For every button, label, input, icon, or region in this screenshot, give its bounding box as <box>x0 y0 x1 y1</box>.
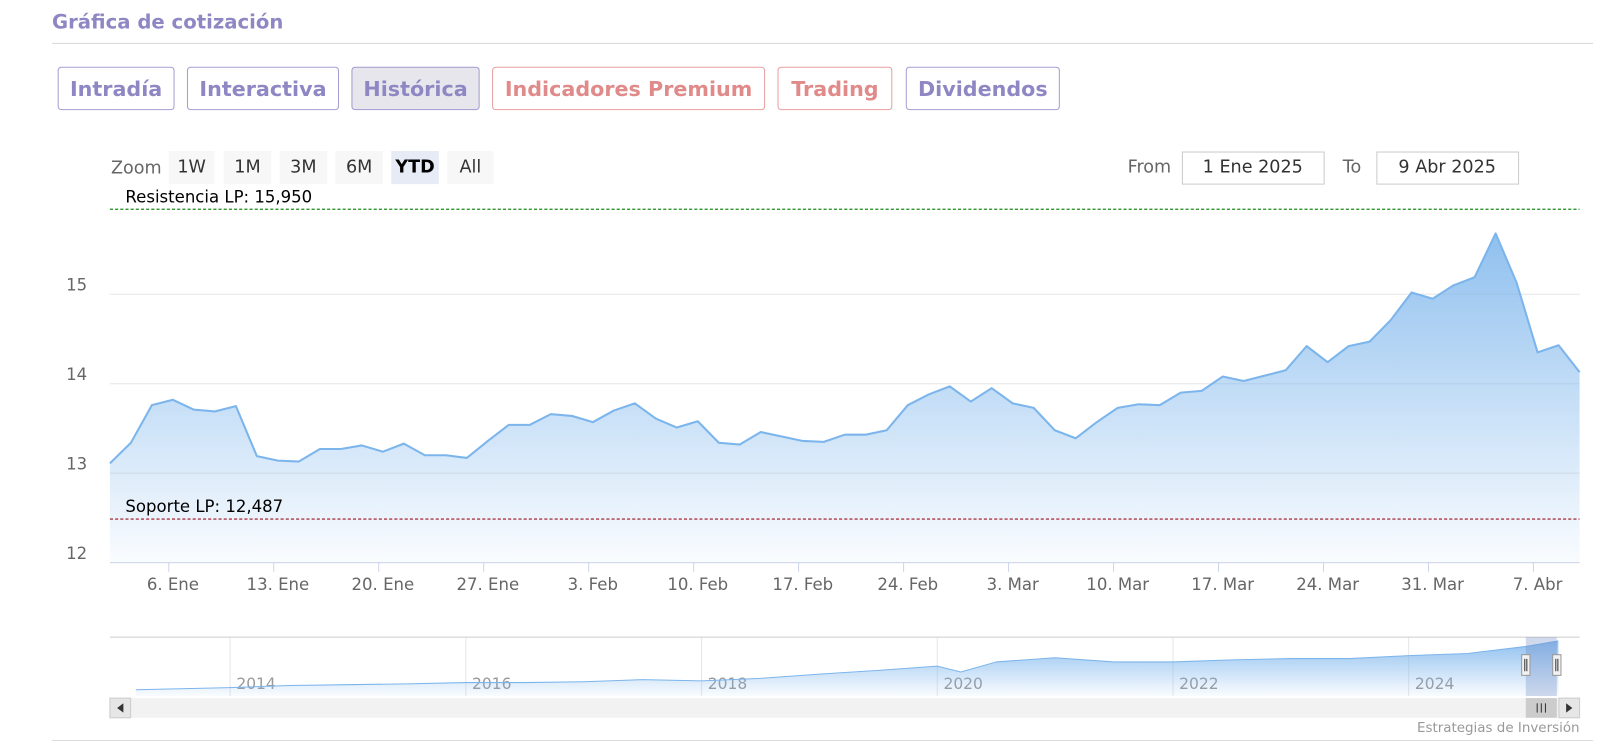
x-tick-label: 24. Mar <box>1296 575 1359 594</box>
zoom-button-label[interactable]: 3M <box>290 158 316 178</box>
tab[interactable] <box>905 66 1060 111</box>
scrollbar-arrow <box>1566 703 1573 713</box>
zoom-button[interactable] <box>223 151 272 185</box>
x-tick-label: 31. Mar <box>1401 575 1464 594</box>
zoom-button[interactable] <box>447 151 494 185</box>
from-input[interactable] <box>1181 151 1325 185</box>
x-tick-label: 20. Ene <box>352 575 415 594</box>
tab-label[interactable]: Interactiva <box>199 77 326 101</box>
tab-label[interactable]: Trading <box>791 77 878 101</box>
x-tick-label: 3. Mar <box>987 575 1039 594</box>
y-tick-label: 15 <box>66 275 87 294</box>
tab[interactable] <box>492 66 766 111</box>
area <box>135 640 1559 697</box>
credit: Estrategias de Inversión <box>1417 720 1580 736</box>
y-tick-label: 13 <box>66 454 87 473</box>
from-value[interactable]: 1 Ene 2025 <box>1203 158 1303 178</box>
from-label: From <box>1128 158 1172 178</box>
to-value[interactable]: 9 Abr 2025 <box>1398 158 1496 178</box>
plot-line-label: Soporte LP: 12,487 <box>125 497 283 516</box>
tab[interactable] <box>57 66 175 111</box>
zoom-button[interactable] <box>279 151 328 185</box>
line <box>135 640 1559 691</box>
x-tick-label: 17. Mar <box>1191 575 1254 594</box>
navigator-mask[interactable] <box>1525 637 1557 697</box>
x-tick-label: 7. Abr <box>1513 575 1563 594</box>
tab-label[interactable]: Indicadores Premium <box>505 77 752 101</box>
tab-label[interactable]: Histórica <box>363 77 467 101</box>
tab[interactable] <box>186 66 340 111</box>
x-tick-label: 3. Feb <box>568 575 618 594</box>
y-tick-label: 14 <box>66 365 87 384</box>
x-tick-label: 27. Ene <box>457 575 520 594</box>
tab[interactable] <box>351 66 480 111</box>
scrollbar-arrow <box>117 703 124 713</box>
to-input[interactable] <box>1376 151 1520 185</box>
line <box>109 232 1581 465</box>
zoom-button-label[interactable]: All <box>459 158 481 178</box>
to-label: To <box>1342 158 1362 178</box>
x-tick-label: 10. Mar <box>1086 575 1149 594</box>
navigator-handle[interactable] <box>1552 654 1562 676</box>
x-tick-label: 13. Ene <box>247 575 310 594</box>
tab[interactable] <box>777 66 893 111</box>
section-title: Gráfica de cotización <box>52 10 283 33</box>
x-tick-label: 17. Feb <box>772 575 833 594</box>
plot-line-label: Resistencia LP: 15,950 <box>125 187 312 206</box>
zoom-button-label[interactable]: YTD <box>394 158 434 178</box>
tab-label[interactable]: Dividendos <box>918 77 1048 101</box>
zoom-button-label[interactable]: 6M <box>346 158 372 178</box>
zoom-label: Zoom <box>111 159 162 179</box>
zoom-button-label[interactable]: 1W <box>177 158 206 178</box>
area <box>109 233 1580 563</box>
y-tick-label: 12 <box>66 544 87 563</box>
scrollbar-track <box>109 698 1580 718</box>
zoom-button[interactable] <box>168 151 215 185</box>
x-tick-label: 6. Ene <box>147 575 199 594</box>
x-tick-label: 10. Feb <box>667 575 728 594</box>
zoom-button-label[interactable]: 1M <box>234 158 260 178</box>
zoom-button[interactable] <box>335 151 383 185</box>
zoom-button[interactable] <box>391 151 439 185</box>
x-tick-label: 24. Feb <box>877 575 938 594</box>
navigator-handle[interactable] <box>1521 654 1531 676</box>
tab-label[interactable]: Intradía <box>70 77 162 101</box>
